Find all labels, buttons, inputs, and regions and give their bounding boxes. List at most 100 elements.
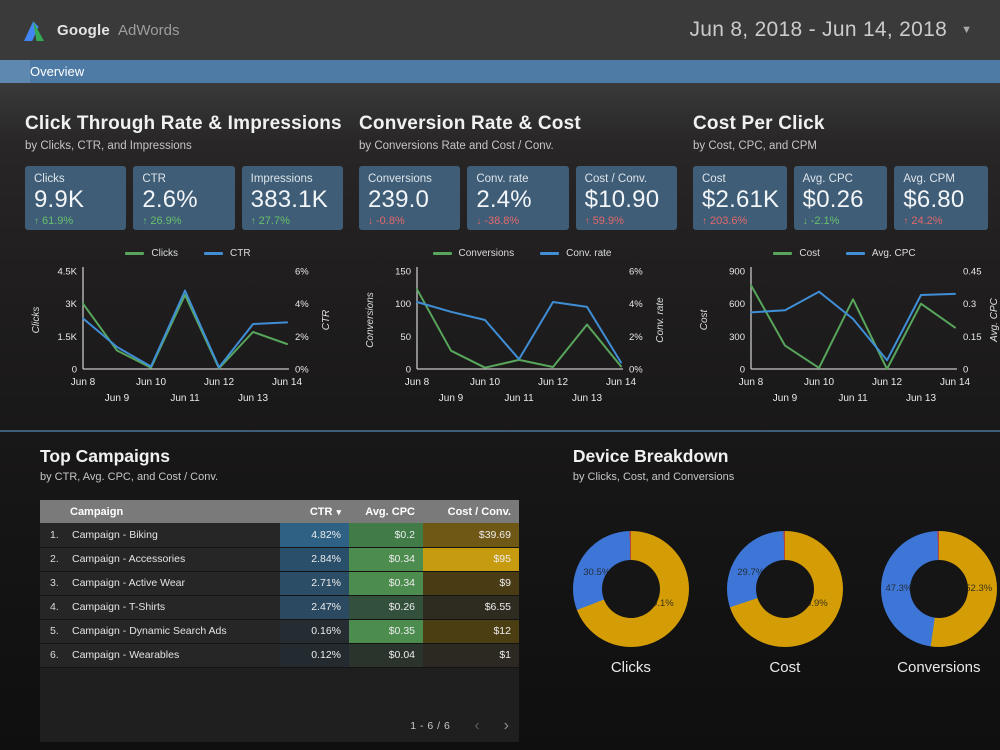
campaign-rank-cell: 2.	[40, 547, 68, 572]
campaign-name-cell: Campaign - T-Shirts	[68, 595, 280, 620]
avg-cpc-cell: $0.34	[349, 547, 423, 572]
scorecard-delta-value: -38.8%	[484, 215, 520, 227]
slice-percent-label: 69.9%	[800, 598, 828, 610]
scorecard-cost: Cost $2.61K ↑ 203.6%	[693, 166, 787, 230]
page-nav: Overview	[0, 60, 1000, 83]
svg-text:Jun 13: Jun 13	[238, 393, 268, 404]
svg-text:50: 50	[400, 332, 411, 343]
slice-percent-label: 47.3%	[885, 583, 913, 595]
campaign-name-cell: Campaign - Wearables	[68, 643, 280, 668]
svg-text:100: 100	[395, 299, 411, 310]
app-header: Google AdWords Jun 8, 2018 - Jun 14, 201…	[0, 0, 1000, 60]
scorecard-label: Avg. CPM	[903, 173, 955, 185]
arrow-up-icon: ↑	[34, 215, 39, 227]
svg-text:6%: 6%	[295, 267, 309, 278]
slice-percent-label: 30.5%	[583, 566, 611, 578]
scorecard-row: Cost $2.61K ↑ 203.6% Avg. CPC $0.26 ↓ -2.1% Avg.…	[693, 166, 989, 230]
adwords-triangle-icon	[24, 20, 44, 41]
svg-text:Jun 9: Jun 9	[439, 393, 464, 404]
ctr-cell: 2.47%	[280, 595, 349, 620]
table-row: 3. Campaign - Active Wear 2.71% $0.34 $9	[40, 571, 519, 596]
avg-cpc-cell: $0.26	[349, 595, 423, 620]
svg-text:Jun 11: Jun 11	[838, 393, 868, 404]
section-subtitle: by Cost, CPC, and CPM	[693, 140, 817, 152]
svg-text:4%: 4%	[629, 299, 643, 310]
scorecard-row: Conversions 239.0 ↓ -0.8% Conv. rate 2.4% ↓ -38…	[359, 166, 677, 230]
column-header-campaign[interactable]: Campaign	[40, 500, 280, 523]
svg-text:1.5K: 1.5K	[57, 332, 77, 343]
legend-swatch	[773, 252, 793, 255]
scorecard-label: Clicks	[34, 173, 65, 185]
section-ctr-impressions: Click Through Rate & Impressions by Clic…	[25, 113, 343, 418]
line-chart: 0 0 300 0.15 600 0.3 900 0.45 Cost Avg. CPC Jun 8 J…	[699, 267, 1000, 405]
section-subtitle: by Conversions Rate and Cost / Conv.	[359, 140, 554, 152]
arrow-up-icon: ↑	[142, 215, 148, 227]
section-subtitle: by Clicks, CTR, and Impressions	[25, 140, 192, 152]
legend-label: Avg. CPC	[871, 248, 916, 259]
column-header-cost-conv[interactable]: Cost / Conv.	[423, 500, 519, 523]
scorecard-value: 2.4%	[476, 186, 532, 213]
svg-text:Jun 10: Jun 10	[470, 377, 500, 388]
pagination-prev-icon[interactable]: ‹	[474, 717, 480, 734]
svg-text:Jun 10: Jun 10	[804, 377, 834, 388]
svg-text:2%: 2%	[295, 332, 309, 343]
device-breakdown-conversions: 52.3% 47.3% Conversions	[880, 531, 997, 676]
section-title: Cost Per Click	[693, 113, 825, 134]
scorecard-delta-value: 24.2%	[911, 215, 943, 227]
svg-text:Jun 8: Jun 8	[739, 377, 764, 388]
svg-text:0.15: 0.15	[963, 332, 982, 343]
scorecard-conversions: Conversions 239.0 ↓ -0.8%	[359, 166, 461, 230]
svg-text:0: 0	[72, 365, 77, 376]
dashboard-body: Click Through Rate & Impressions by Clic…	[0, 83, 1000, 750]
tab-overview[interactable]: Overview	[30, 64, 85, 79]
scorecard-value: $10.90	[584, 186, 660, 213]
scorecard-avg-cpm: Avg. CPM $6.80 ↑ 24.2%	[894, 166, 989, 230]
scorecard-delta: ↓ -38.8%	[476, 215, 562, 227]
avg-cpc-cell: $0.04	[349, 643, 423, 668]
legend-swatch	[204, 252, 224, 255]
legend-label: Cost	[799, 248, 820, 259]
top-campaigns-subtitle: by CTR, Avg. CPC, and Cost / Conv.	[40, 471, 219, 483]
scorecard-value: $6.80	[903, 186, 965, 213]
ctr-cell: 2.71%	[280, 571, 349, 596]
ctr-cell: 4.82%	[280, 523, 349, 548]
svg-text:600: 600	[729, 299, 745, 310]
ctr-cell: 0.16%	[280, 619, 349, 644]
scorecard-delta-value: -2.1%	[810, 215, 840, 227]
section-conversion-cost: Conversion Rate & Cost by Conversions Ra…	[359, 113, 677, 418]
scorecard-label: Conv. rate	[476, 173, 529, 185]
column-header-ctr[interactable]: CTR ▾	[280, 500, 349, 523]
campaign-rank-cell: 5.	[40, 619, 68, 644]
svg-text:Jun 11: Jun 11	[170, 393, 200, 404]
svg-text:Jun 12: Jun 12	[538, 377, 568, 388]
bottom-sections: Top Campaigns by CTR, Avg. CPC, and Cost…	[0, 432, 1000, 742]
column-header-avg-cpc[interactable]: Avg. CPC	[349, 500, 423, 523]
svg-text:4%: 4%	[295, 299, 309, 310]
date-range-picker[interactable]: Jun 8, 2018 - Jun 14, 2018 ▼	[689, 18, 972, 42]
legend-item-cost: Cost	[773, 248, 820, 259]
pagination-range-label: 1 - 6 / 6	[410, 720, 451, 732]
svg-text:Jun 9: Jun 9	[773, 393, 798, 404]
date-range-label: Jun 8, 2018 - Jun 14, 2018	[689, 18, 948, 41]
scorecard-conv-rate: Conv. rate 2.4% ↓ -38.8%	[467, 166, 569, 230]
donut-chart: 52.3% 47.3%	[880, 531, 997, 647]
scorecard-delta: ↑ 24.2%	[903, 215, 982, 227]
chart-legend: Conversions Conv. rate	[367, 248, 677, 259]
cost-conv-cell: $9	[423, 571, 519, 596]
scorecard-label: CTR	[142, 173, 166, 185]
scorecard-delta: ↑ 203.6%	[702, 215, 781, 227]
legend-item-clicks: Clicks	[125, 248, 178, 259]
slice-percent-label: 69.1%	[646, 598, 674, 610]
scorecard-value: 2.6%	[142, 186, 198, 213]
cost-conv-cell: $39.69	[423, 523, 519, 548]
donut-hole	[909, 560, 968, 618]
scorecard-delta-value: 27.7%	[258, 215, 290, 227]
legend-item-avg-cpc: Avg. CPC	[845, 248, 916, 259]
svg-text:0.3: 0.3	[963, 299, 976, 310]
donut-hole	[755, 560, 814, 618]
pagination-next-icon[interactable]: ›	[503, 717, 509, 734]
scorecard-ctr: CTR 2.6% ↑ 26.9%	[133, 166, 235, 230]
device-breakdown-title: Device Breakdown	[572, 446, 729, 466]
top-campaigns-section: Top Campaigns by CTR, Avg. CPC, and Cost…	[40, 446, 545, 742]
scorecard-label: Cost	[702, 173, 726, 185]
